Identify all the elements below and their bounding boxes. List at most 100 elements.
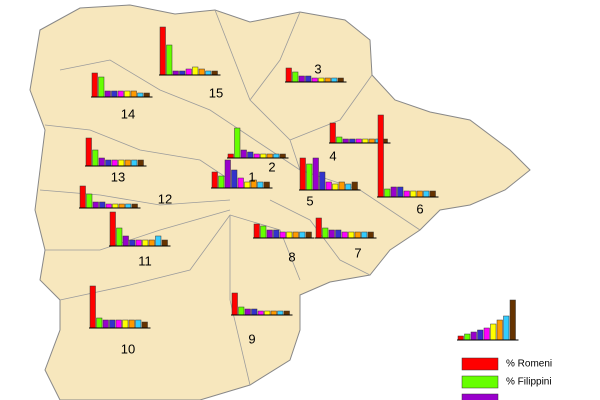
bar [351,181,358,191]
bar [260,225,267,239]
bar [161,239,168,247]
bar [305,75,312,83]
bar [166,44,173,76]
bar [98,76,105,98]
bar [116,227,123,247]
bar [148,239,155,247]
bar [292,71,299,83]
bar [457,335,464,341]
district-chart: 12 [79,185,172,209]
bar [244,308,251,316]
bar [257,181,264,189]
bar [355,138,362,144]
district-chart: 14 [91,72,153,121]
bar [128,319,135,329]
bar [315,217,322,239]
bar [131,203,138,209]
bar [328,229,335,239]
bar [423,190,430,198]
bar [483,327,490,341]
district-label: 8 [288,249,295,264]
bar [331,77,338,83]
bar [86,193,93,209]
bar [124,90,131,98]
bar [509,299,516,341]
bar [142,239,149,247]
bar [198,68,205,76]
bar [311,77,318,83]
bar [237,177,244,189]
bar [325,181,332,191]
legend: % Romeni % Filippini [457,299,552,400]
bar [464,333,471,341]
bar [143,92,150,98]
bar [253,223,260,239]
bar [130,90,137,98]
bar [111,159,118,167]
bar [403,190,410,198]
bar [135,319,142,329]
bar [122,235,129,247]
bar [273,153,280,159]
district-label: 2 [268,159,275,174]
bar [324,77,331,83]
district-label: 15 [209,85,223,100]
bar [227,153,234,159]
district-label: 1 [248,169,255,184]
bar [92,201,99,209]
bar [342,138,349,144]
bar [231,292,238,316]
bar [211,171,218,189]
bar [345,183,352,191]
bar [390,186,397,198]
bar [102,319,109,329]
bar [115,319,122,329]
bar [137,92,144,98]
bar [322,227,329,239]
bar [285,67,292,83]
district-label: 10 [121,341,135,356]
bar [117,90,124,98]
bar [283,310,290,316]
bar [319,171,326,191]
bar [159,26,166,76]
bar [109,211,116,247]
bar [251,308,258,316]
bar [85,137,92,167]
bar [279,231,286,239]
bar [263,181,270,189]
bar [429,190,436,198]
bar [224,159,231,189]
bar [264,310,271,316]
bar [260,153,267,159]
bar [155,235,162,247]
bar [234,127,241,159]
bar [416,190,423,198]
district-label: 11 [138,253,152,268]
bar [91,72,98,98]
bar [312,157,319,191]
bar [96,317,103,329]
district-label: 3 [314,61,321,76]
bar [231,169,238,189]
district-label: 7 [354,245,361,260]
bar [335,229,342,239]
district-label: 4 [329,148,336,163]
bar [367,231,374,239]
district-chart: 3 [285,61,347,83]
bar [218,175,225,189]
bar [79,185,86,209]
district-borders [39,9,421,386]
bar [470,331,477,341]
bar [410,190,417,198]
bar [329,122,336,144]
bar [205,70,212,76]
district-label: 13 [111,169,125,184]
bar [185,68,192,76]
legend-swatch [461,393,499,400]
bar [118,159,125,167]
bar [503,315,510,341]
bar [99,201,106,209]
